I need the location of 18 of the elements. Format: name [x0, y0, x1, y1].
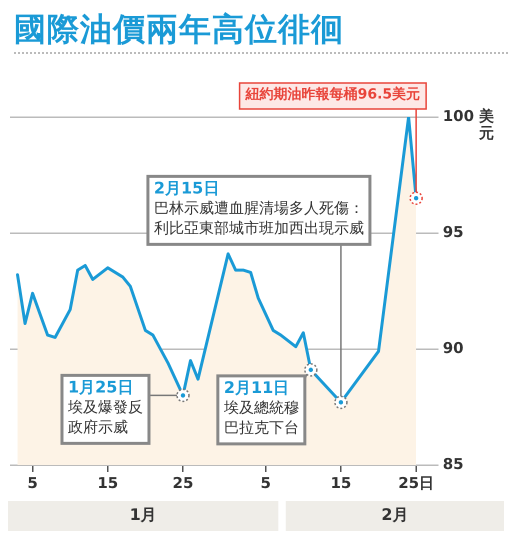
text: 2月 — [381, 505, 408, 524]
x-tick-label: 15 — [97, 474, 118, 492]
y-tick-label: 95 — [442, 222, 464, 241]
chart-title: 國際油價兩年高位徘徊 — [14, 9, 344, 50]
y-tick-label: 85 — [442, 454, 464, 473]
annotation: 2月15日巴林示威遭血腥清場多人死傷：利比亞東部城市班加西出現示威 — [154, 178, 364, 237]
annotation: 紐約期油昨報每桶96.5美元 — [244, 86, 420, 103]
x-tick-label: 15 — [330, 474, 352, 492]
x-tick-label: 25日 — [398, 474, 434, 492]
x-tick-label: 25 — [172, 474, 194, 492]
x-tick-label: 5 — [260, 474, 271, 492]
annotation: 2月11日埃及總統穆巴拉克下台 — [222, 378, 299, 436]
y-tick-label: 100 — [442, 106, 474, 125]
text: 1月 — [130, 505, 157, 524]
annotation: 1月25日埃及爆發反政府示威 — [66, 378, 143, 436]
y-tick-label: 90 — [442, 338, 464, 357]
y-axis-title: 美元 — [478, 106, 494, 142]
x-tick-label: 5 — [27, 474, 38, 492]
